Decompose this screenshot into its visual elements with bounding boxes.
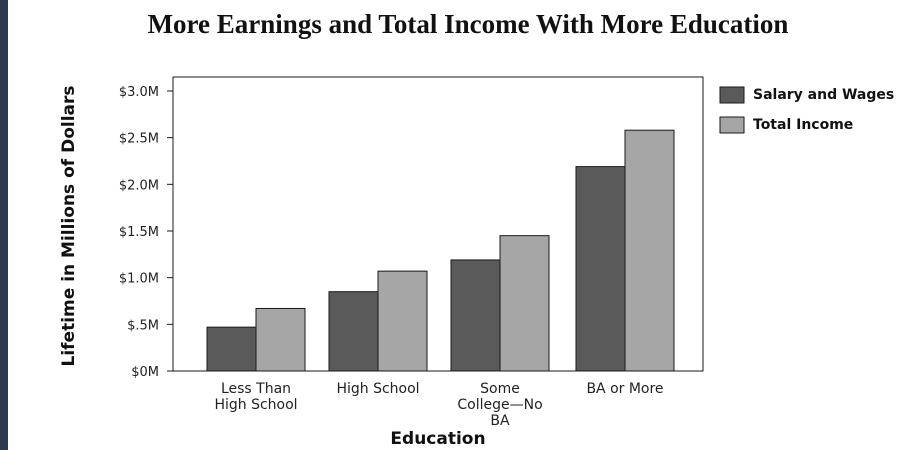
y-tick-label: $1.5M (119, 225, 159, 240)
x-tick-label: Some College—No BA (457, 381, 542, 429)
x-tick-label-line: High School (336, 381, 419, 397)
bar-salary-and-wages (206, 326, 257, 372)
x-tick-label-line: BA or More (586, 381, 663, 397)
y-tick-label: $2.0M (119, 178, 159, 193)
x-axis-label: Education (390, 429, 485, 449)
y-axis: $0M $.5M $1.0M $1.5M $2.0M $2.5M $3.0M (119, 85, 173, 380)
x-tick-label: Less Than High School (214, 381, 297, 413)
bar-total-income (624, 129, 675, 372)
y-tick-label: $.5M (127, 318, 159, 333)
x-tick-label-line: BA (490, 413, 510, 429)
plot-area (172, 76, 704, 372)
bar-chart: More Earnings and Total Income With More… (59, 9, 894, 449)
x-tick-label: BA or More (586, 381, 663, 397)
x-tick-label-line: Some (480, 381, 520, 397)
bar-salary-and-wages (328, 291, 379, 372)
legend-label-salary-and-wages: Salary and Wages (753, 87, 894, 103)
chart-title: More Earnings and Total Income With More… (148, 9, 789, 39)
chart-panel: More Earnings and Total Income With More… (8, 0, 914, 450)
y-tick-label: $1.0M (119, 272, 159, 287)
bar-salary-and-wages (450, 259, 501, 372)
y-tick-label: $0M (131, 365, 159, 380)
y-tick-label: $3.0M (119, 85, 159, 100)
x-tick-label-line: High School (214, 397, 297, 413)
legend-swatch-salary-and-wages (719, 86, 745, 104)
bars (206, 129, 675, 372)
bar-total-income (377, 270, 428, 372)
x-tick-label-line: College—No (457, 397, 542, 413)
bar-total-income (255, 307, 306, 372)
bar-salary-and-wages (575, 166, 626, 372)
legend: Salary and Wages Total Income (719, 86, 894, 134)
x-tick-label: High School (336, 381, 419, 397)
y-tick-label: $2.5M (119, 132, 159, 147)
x-tick-label-line: Less Than (221, 381, 291, 397)
bar-total-income (499, 235, 550, 372)
legend-swatch-total-income (719, 116, 745, 134)
legend-label-total-income: Total Income (753, 117, 853, 133)
y-axis-label: Lifetime in Millions of Dollars (59, 85, 79, 366)
